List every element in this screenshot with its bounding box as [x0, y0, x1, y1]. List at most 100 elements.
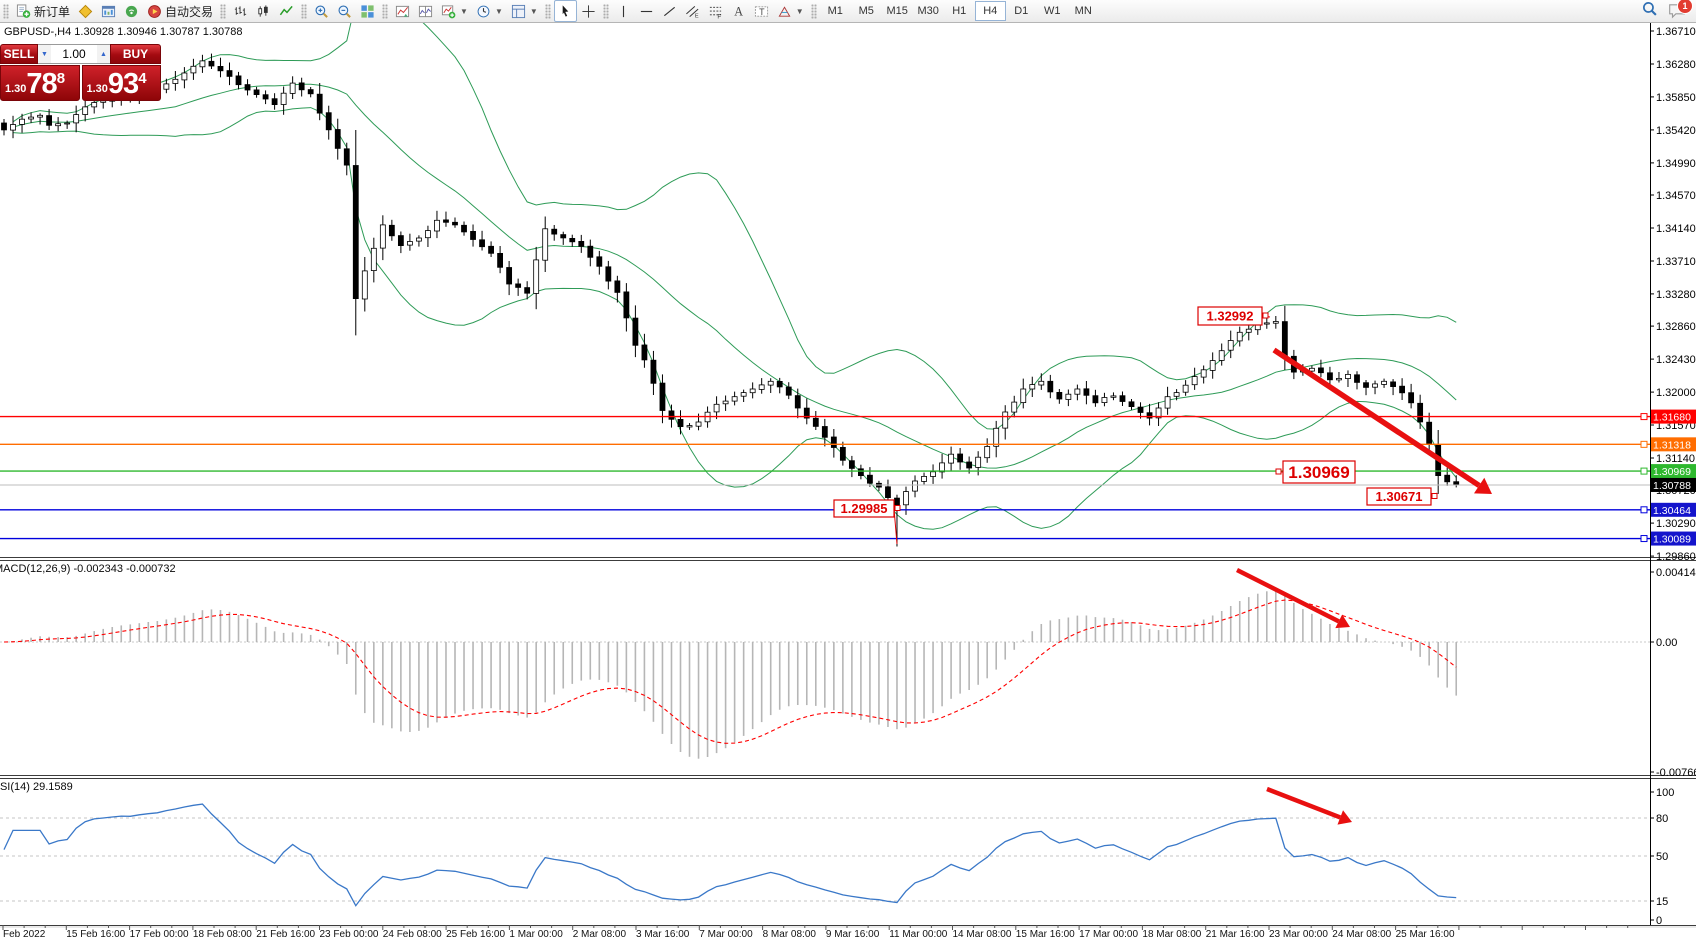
new-order-button[interactable]: 新订单 [12, 0, 74, 22]
cursor-button[interactable] [553, 0, 577, 22]
level-line-anchor[interactable] [1640, 467, 1648, 475]
rsi-pane[interactable] [0, 803, 1650, 907]
periods-button[interactable]: ▼ [472, 0, 507, 22]
metaeditor-button[interactable] [74, 0, 97, 22]
dropdown-arrow-icon[interactable]: ▼ [460, 6, 468, 16]
level-line-anchor[interactable] [1640, 413, 1648, 421]
level-price-badge-1.31318: 1.31318 [1651, 437, 1696, 452]
time-tick-label: 14 Mar 08:00 [953, 929, 1012, 940]
price-annotation-1.30671[interactable]: 1.30671 [1366, 487, 1432, 506]
horizontal-line-button[interactable] [635, 0, 658, 22]
autotrading-button[interactable]: 自动交易 [143, 0, 217, 22]
timeframe-button-m1[interactable]: M1 [827, 5, 843, 17]
terminal-button[interactable] [97, 0, 120, 22]
time-tick-label: 11 Mar 00:00 [889, 929, 948, 940]
toolbar-grip-handle[interactable] [602, 3, 609, 19]
candlestick-chart-button[interactable] [252, 0, 275, 22]
volume-value[interactable]: 1.00 [62, 47, 86, 61]
timeframe-button-h4[interactable]: H4 [974, 1, 1006, 21]
shapes-icon [777, 4, 792, 19]
chart-ohlc-title: GBPUSD-,H4 1.30928 1.30946 1.30787 1.307… [4, 26, 243, 38]
signals-button[interactable] [120, 0, 143, 22]
label-button[interactable]: T [750, 0, 773, 22]
hline-icon [639, 4, 654, 19]
period-window-button[interactable] [414, 0, 437, 22]
volume-increase-button[interactable]: ▲ [97, 45, 110, 63]
tile-windows-button[interactable] [356, 0, 379, 22]
vertical-line-button[interactable] [612, 0, 635, 22]
price-annotation-1.30969[interactable]: 1.30969 [1282, 460, 1356, 484]
text-button[interactable]: A [727, 0, 750, 22]
price-tick-label: 1.33280 [1656, 289, 1696, 301]
dropdown-arrow-icon[interactable]: ▼ [494, 6, 503, 16]
timeframe-button-m5[interactable]: M5 [858, 5, 874, 17]
toolbar-group-5: E F A T ▼ [612, 0, 808, 22]
channel-button[interactable]: E [681, 0, 704, 22]
sell-button[interactable]: SELL [0, 44, 38, 64]
zoom-out-icon [337, 4, 352, 19]
sell-price-display[interactable]: 1.30 78 8 [0, 65, 80, 101]
macd-pane[interactable] [0, 589, 1650, 759]
tile-icon [360, 4, 375, 19]
timeframe-button-d1[interactable]: D1 [1014, 5, 1029, 17]
svg-text:1.30969: 1.30969 [1653, 466, 1691, 478]
zoom-out-button[interactable] [333, 0, 356, 22]
time-tick-label: 21 Mar 16:00 [1206, 929, 1265, 940]
trend-arrow-3[interactable] [1266, 786, 1352, 825]
templates-button[interactable]: ▼ [507, 0, 542, 22]
bollinger-lower-band [12, 107, 1457, 530]
toolbar-grip-handle[interactable] [382, 3, 389, 19]
search-icon[interactable] [1641, 0, 1658, 22]
price-annotation-1.32992[interactable]: 1.32992 [1197, 306, 1263, 326]
add-indicator-button[interactable]: ▼ [437, 0, 472, 22]
svg-text:A: A [734, 4, 743, 18]
timeframe-button-w1[interactable]: W1 [1043, 5, 1061, 17]
rsi-line [3, 803, 1457, 907]
dropdown-arrow-icon[interactable]: ▼ [529, 6, 538, 16]
level-line-anchor[interactable] [1640, 506, 1648, 514]
rsi-scale-label: 0 [1656, 915, 1662, 927]
timeframe-button-h1[interactable]: H1 [952, 5, 967, 17]
time-tick-label: 7 Mar 00:00 [699, 929, 753, 940]
svg-text:1.30464: 1.30464 [1653, 505, 1691, 517]
level-line-anchor[interactable] [1640, 440, 1648, 448]
trendline-button[interactable] [658, 0, 681, 22]
volume-stepper: ▼ 1.00 ▲ [38, 44, 110, 64]
macd-scale-label: 0.00 [1656, 637, 1677, 649]
timeframe-group: M1 M5 M15 M30 H1 H4 D1 W1 MN [820, 0, 1099, 22]
time-axis[interactable]: Feb 2022 15 Feb 16:00 17 Feb 00:00 18 Feb 0… [2, 925, 1629, 940]
toolbar-grip-handle[interactable] [220, 3, 227, 19]
toolbar-grip-handle[interactable] [301, 3, 308, 19]
dropdown-arrow-icon[interactable]: ▼ [795, 6, 804, 16]
buy-price-display[interactable]: 1.30 93 4 [81, 65, 161, 101]
timeframe-button-m15[interactable]: M15 [886, 5, 908, 17]
line-chart-button[interactable] [275, 0, 298, 22]
trend-arrow-1[interactable] [1272, 347, 1492, 494]
toolbar-grip-handle[interactable] [544, 3, 551, 19]
trend-arrow-2[interactable] [1235, 567, 1350, 629]
zoom-in-button[interactable] [310, 0, 333, 22]
price-tick-label: 1.32860 [1656, 321, 1696, 333]
shapes-button[interactable]: ▼ [773, 0, 808, 22]
toolbar-group-3: ▼ ▼ ▼ [391, 0, 542, 22]
main-price-pane[interactable] [1, 0, 1460, 547]
fibonacci-button[interactable]: F [704, 0, 727, 22]
bar-chart-button[interactable] [229, 0, 252, 22]
level-line-anchor[interactable] [1640, 535, 1648, 543]
time-tick-label: 25 Mar 16:00 [1396, 929, 1455, 940]
timeframe-button-m30[interactable]: M30 [917, 5, 939, 17]
crosshair-button[interactable] [577, 0, 600, 22]
toolbar-group-0: 新订单 自动交易 [12, 0, 217, 22]
price-annotation-1.29985[interactable]: 1.29985 [833, 499, 895, 518]
toolbar-right-icons: 1 [1641, 0, 1696, 22]
buy-button[interactable]: BUY [110, 44, 161, 64]
svg-text:1.32992: 1.32992 [1207, 309, 1254, 324]
volume-decrease-button[interactable]: ▼ [38, 45, 51, 63]
level-price-badge-1.30089: 1.30089 [1651, 531, 1696, 546]
indicator-window-button[interactable] [391, 0, 414, 22]
timeframe-button-mn[interactable]: MN [1074, 5, 1092, 17]
toolbar-grip-handle[interactable] [810, 3, 817, 19]
notifications-bubble-icon[interactable]: 1 [1668, 0, 1693, 19]
toolbar-grip-handle[interactable] [3, 3, 9, 19]
